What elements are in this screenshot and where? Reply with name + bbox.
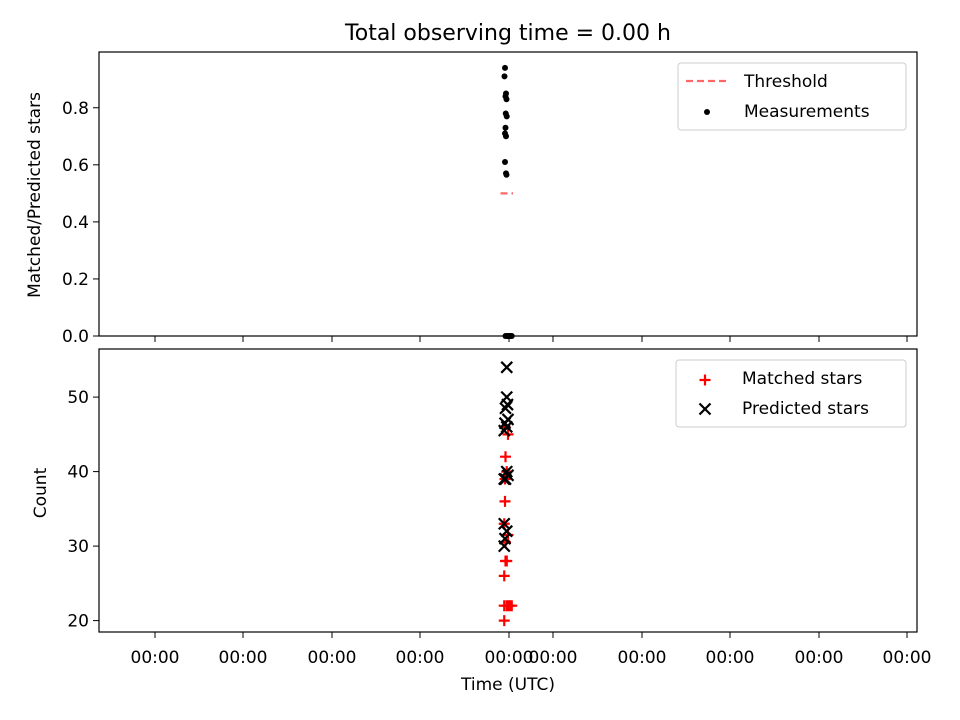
x-axis-label: Time (UTC) — [460, 675, 555, 695]
bottom-legend — [675, 359, 907, 428]
legend-measurements-label: Measurements — [744, 102, 870, 122]
matched-star-point — [499, 495, 511, 507]
x-tick-label: 00:00 — [308, 648, 357, 668]
x-tick-label: 00:00 — [219, 648, 268, 668]
x-tick-label: 00:00 — [795, 648, 844, 668]
matched-star-point — [498, 615, 510, 627]
top-legend — [677, 62, 907, 131]
top-y-tick-label: 0.8 — [62, 99, 89, 119]
predicted-star-point — [501, 469, 515, 482]
legend-predicted-swatch — [698, 402, 712, 416]
top-y-tick-label: 0.0 — [62, 327, 89, 347]
bottom-y-tick-label: 50 — [67, 388, 89, 408]
bottom-y-tick-label: 20 — [67, 612, 89, 632]
top-y-tick-label: 0.6 — [62, 156, 89, 176]
bottom-y-tick-label: 30 — [67, 537, 89, 557]
bottom-y-axis-label: Count — [31, 467, 51, 518]
matched-star-point — [501, 555, 513, 567]
x-tick-label: 00:00 — [706, 648, 755, 668]
chart-title: Total observing time = 0.00 h — [344, 21, 671, 46]
legend-matched-swatch — [699, 374, 711, 386]
predicted-star-point — [500, 390, 514, 404]
measurement-point — [501, 73, 508, 80]
bottom-y-tick-label: 40 — [67, 463, 89, 483]
legend-matched-label: Matched stars — [742, 369, 862, 389]
predicted-star-point — [499, 401, 512, 415]
x-tick-label: 00:00 — [131, 648, 180, 668]
bottom-plot-frame — [98, 348, 918, 633]
x-tick-label: 00:00 — [485, 648, 534, 668]
measurement-point — [502, 64, 508, 71]
x-tick-label: 00:00 — [883, 648, 932, 668]
predicted-star-point — [498, 532, 512, 545]
top-panel: 0.0 0.2 0.4 0.6 0.8 Threshold Measurements — [62, 51, 918, 347]
measurement-point — [508, 333, 515, 339]
legend-threshold-label: Threshold — [743, 72, 828, 92]
measurement-point — [503, 113, 510, 120]
legend-predicted-label: Predicted stars — [742, 399, 869, 419]
predicted-star-point — [500, 465, 514, 478]
top-y-tick-label: 0.4 — [62, 213, 89, 233]
measurement-point — [503, 133, 509, 140]
matched-star-point — [498, 570, 510, 582]
predicted-star-point — [501, 413, 515, 426]
measurement-point — [502, 158, 508, 165]
matched-star-point — [500, 451, 511, 463]
top-y-tick-label: 0.2 — [62, 270, 89, 290]
x-tick-label: 00:00 — [618, 648, 667, 668]
x-tick-label: 00:00 — [396, 648, 445, 668]
predicted-star-point — [500, 524, 514, 538]
predicted-star-point — [500, 361, 514, 374]
measurement-point — [502, 124, 509, 131]
legend-measurements-swatch — [704, 109, 710, 115]
matched-star-point — [506, 600, 518, 612]
predicted-star-point — [497, 517, 511, 531]
x-tick-label: 00:00 — [529, 648, 578, 668]
top-y-axis-label: Matched/Predicted stars — [25, 92, 45, 298]
measurement-point — [503, 96, 510, 103]
measurement-point — [503, 171, 510, 178]
